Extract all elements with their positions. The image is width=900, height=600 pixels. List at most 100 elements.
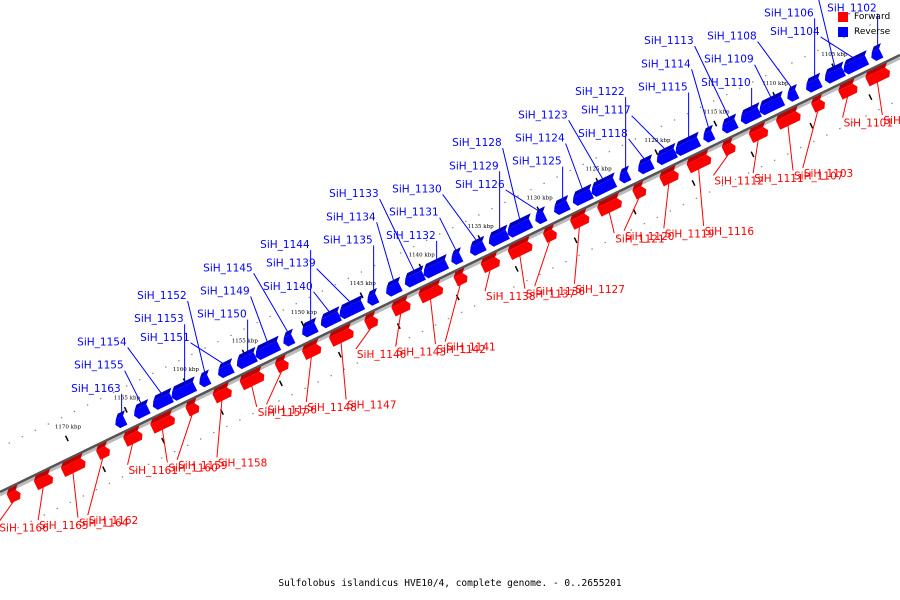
gene-label-SiH_1165[interactable]: SiH_1165 (37, 487, 89, 532)
gene-label-SiH_1160[interactable]: SiH_1160 (161, 429, 218, 474)
gene-SiH_1110[interactable] (737, 102, 766, 126)
gene-label-SiH_1145[interactable]: SiH_1145 (203, 262, 291, 336)
gene-SiH_1141[interactable] (452, 267, 471, 287)
gene-label-SiH_1100[interactable]: SiH_1100 (876, 82, 900, 127)
gene-SiH_1165[interactable] (32, 468, 56, 491)
gene-label-SiH_1123[interactable]: SiH_1123 (518, 109, 606, 183)
gene-label-SiH_1140[interactable]: SiH_1140 (263, 281, 333, 316)
gene-SiH_1152[interactable] (195, 369, 215, 388)
gene-label-SiH_1125[interactable]: SiH_1125 (512, 156, 564, 203)
gene-SiH_1162[interactable] (94, 441, 113, 460)
gene-SiH_1137[interactable] (506, 236, 536, 261)
gene-label-SiH_1155[interactable]: SiH_1155 (74, 360, 144, 407)
gene-label-SiH_1150[interactable]: SiH_1150 (197, 309, 249, 356)
gene-label-SiH_1134[interactable]: SiH_1134 (326, 211, 396, 285)
gene-label-SiH_1108[interactable]: SiH_1108 (707, 31, 795, 91)
gene-label-SiH_1113[interactable]: SiH_1113 (644, 35, 732, 122)
gene-label-SiH_1126[interactable]: SiH_1126 (455, 179, 542, 214)
gene-SiH_1132[interactable] (420, 254, 453, 280)
gene-label-SiH_1143[interactable]: SiH_1143 (395, 313, 446, 359)
gene-label-SiH_1110[interactable]: SiH_1110 (701, 77, 753, 111)
gene-label-SiH_1149[interactable]: SiH_1149 (200, 285, 270, 346)
gene-SiH_1166[interactable] (5, 484, 24, 504)
gene-SiH_1150[interactable] (233, 346, 262, 371)
gene-label-SiH_1132[interactable]: SiH_1132 (386, 230, 438, 264)
gene-SiH_1148[interactable] (300, 338, 324, 360)
gene-label-SiH_1133[interactable]: SiH_1133 (329, 188, 417, 275)
gene-SiH_1127[interactable] (568, 208, 592, 230)
gene-label-SiH_1146[interactable]: SiH_1146 (355, 327, 407, 361)
gene-label-SiH_1117[interactable]: SiH_1117 (581, 105, 668, 153)
gene-label-SiH_1138[interactable]: SiH_1138 (484, 270, 536, 303)
gene-label-SiH_1128[interactable]: SiH_1128 (452, 137, 522, 224)
gene-SiH_1126[interactable] (531, 206, 551, 225)
gene-SiH_1136[interactable] (541, 224, 560, 243)
gene-label-SiH_1135[interactable]: SiH_1135 (323, 234, 375, 295)
gene-SiH_1155[interactable] (130, 398, 154, 420)
gene-SiH_1102[interactable] (867, 43, 887, 62)
gene-label-SiH_1136[interactable]: SiH_1136 (534, 241, 586, 298)
gene-SiH_1111[interactable] (747, 121, 771, 143)
gene-label-SiH_1107[interactable]: SiH_1107 (787, 125, 843, 183)
gene-label-SiH_1119[interactable]: SiH_1119 (663, 183, 714, 240)
gene-SiH_1160[interactable] (149, 409, 179, 434)
gene-label-SiH_1154[interactable]: SiH_1154 (77, 336, 165, 397)
gene-SiH_1146[interactable] (362, 311, 381, 330)
gene-SiH_1156[interactable] (273, 354, 292, 374)
gene-label-SiH_1156[interactable]: SiH_1156 (266, 371, 318, 416)
gene-SiH_1143[interactable] (390, 295, 414, 317)
gene-label-SiH_1116[interactable]: SiH_1116 (698, 168, 755, 238)
gene-label-SiH_1147[interactable]: SiH_1147 (340, 342, 397, 411)
gene-SiH_1100[interactable] (864, 62, 894, 87)
gene-SiH_1158[interactable] (211, 382, 235, 404)
gene-SiH_1114[interactable] (699, 124, 719, 144)
gene-label-SiH_1144[interactable]: SiH_1144 (260, 239, 312, 326)
gene-label-SiH_1118[interactable]: SiH_1118 (578, 128, 648, 163)
gene-SiH_1139[interactable] (336, 294, 369, 321)
gene-SiH_1121[interactable] (595, 192, 625, 217)
gene-SiH_1107[interactable] (774, 105, 804, 130)
gene-SiH_1134[interactable] (382, 276, 406, 298)
gene-label-SiH_1142[interactable]: SiH_1142 (429, 299, 486, 356)
gene-label-SiH_1105[interactable]: SiH_1105 (767, 0, 837, 71)
gene-label-SiH_1148[interactable]: SiH_1148 (305, 356, 357, 414)
gene-SiH_1151[interactable] (214, 358, 238, 379)
gene-SiH_1163[interactable] (111, 410, 131, 429)
gene-label-SiH_1101[interactable]: SiH_1101 (842, 96, 893, 130)
gene-SiH_1138[interactable] (479, 251, 503, 274)
gene-SiH_1145[interactable] (279, 328, 299, 348)
gene-SiH_1112[interactable] (720, 137, 739, 157)
gene-label-SiH_1157[interactable]: SiH_1157 (251, 385, 307, 419)
gene-SiH_1142[interactable] (417, 279, 447, 304)
gene-SiH_1164[interactable] (59, 453, 89, 477)
gene-label-SiH_1131[interactable]: SiH_1131 (389, 207, 459, 254)
gene-SiH_1101[interactable] (836, 78, 860, 100)
gene-label-SiH_1121[interactable]: SiH_1121 (608, 212, 665, 245)
gene-SiH_1104[interactable] (840, 50, 873, 76)
gene-SiH_1128[interactable] (504, 213, 537, 239)
gene-SiH_1130[interactable] (466, 235, 490, 257)
gene-SiH_1117[interactable] (653, 142, 682, 167)
gene-label-SiH_1103[interactable]: SiH_1103 (802, 110, 853, 180)
gene-SiH_1120[interactable] (631, 180, 650, 200)
gene-label-SiH_1112[interactable]: SiH_1112 (712, 154, 764, 187)
gene-SiH_1119[interactable] (658, 165, 682, 187)
gene-SiH_1103[interactable] (809, 94, 828, 113)
gene-label-SiH_1164[interactable]: SiH_1164 (72, 472, 129, 530)
gene-label-SiH_1106[interactable]: SiH_1106 (764, 7, 816, 81)
gene-label-SiH_1139[interactable]: SiH_1139 (266, 258, 353, 306)
gene-SiH_1131[interactable] (447, 247, 467, 266)
gene-label-SiH_1141[interactable]: SiH_1141 (444, 284, 496, 354)
gene-label-SiH_1129[interactable]: SiH_1129 (449, 160, 501, 234)
gene-label-SiH_1127[interactable]: SiH_1127 (573, 226, 625, 296)
gene-SiH_1106[interactable] (802, 72, 826, 94)
gene-label-SiH_1158[interactable]: SiH_1158 (216, 400, 267, 469)
gene-SiH_1115[interactable] (672, 131, 705, 158)
gene-SiH_1161[interactable] (121, 425, 145, 447)
gene-label-SiH_1120[interactable]: SiH_1120 (623, 197, 674, 243)
gene-label-SiH_1159[interactable]: SiH_1159 (176, 414, 228, 472)
gene-SiH_1105[interactable] (821, 61, 850, 85)
gene-label-SiH_1114[interactable]: SiH_1114 (641, 58, 711, 132)
gene-label-SiH_1115[interactable]: SiH_1115 (638, 82, 690, 142)
gene-label-SiH_1122[interactable]: SiH_1122 (575, 86, 627, 173)
